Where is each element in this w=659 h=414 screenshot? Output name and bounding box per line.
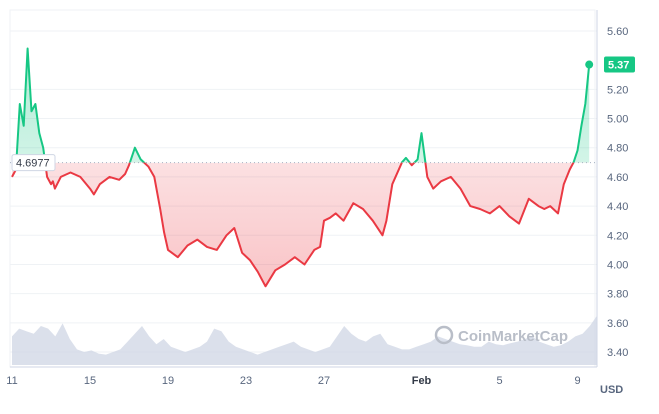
x-tick-label: 5	[496, 375, 502, 387]
coinmarketcap-logo-icon	[434, 325, 454, 345]
y-tick-label: 5.20	[607, 84, 628, 96]
area-below-reference	[12, 162, 590, 287]
y-tick-label: 4.40	[607, 201, 628, 213]
volume-area	[12, 315, 597, 365]
last-price-label: 5.37	[608, 60, 629, 72]
y-tick-label: 5.60	[607, 26, 628, 38]
currency-label: USD	[600, 384, 623, 396]
last-price-badge: 5.37	[604, 56, 635, 73]
last-price-dot	[585, 60, 594, 69]
line-below-reference	[11, 162, 575, 288]
y-tick-label: 4.00	[607, 259, 628, 271]
reference-price-badge: 4.6977	[11, 154, 56, 172]
watermark-text: CoinMarketCap	[458, 328, 568, 345]
volume-fill	[12, 315, 597, 365]
x-tick-label: 15	[84, 375, 96, 387]
x-tick-label: 27	[318, 375, 330, 387]
y-tick-label: 4.60	[607, 172, 628, 184]
x-tick-label: 19	[162, 375, 174, 387]
y-tick-label: 5.00	[607, 114, 628, 126]
y-tick-label: 3.80	[607, 289, 628, 301]
x-tick-label: Feb	[412, 375, 432, 387]
price-area	[12, 48, 590, 287]
y-tick-label: 3.40	[607, 347, 628, 359]
y-axis: 5.60 5.20 5.00 4.80 4.60 4.40 4.20 4.00 3.80 3.60…	[596, 10, 628, 367]
x-tick-label: 11	[6, 375, 17, 387]
y-tick-label: 4.20	[607, 230, 628, 242]
price-line	[11, 47, 591, 288]
reference-price-label: 4.6977	[16, 158, 50, 170]
y-tick-label: 3.60	[607, 318, 628, 330]
watermark: CoinMarketCap	[434, 325, 568, 345]
y-tick-label: 4.80	[607, 143, 628, 155]
x-axis: 11 15 19 23 27 Feb 5 9	[6, 366, 597, 387]
x-tick-label: 23	[240, 375, 252, 387]
x-tick-label: 9	[574, 375, 580, 387]
